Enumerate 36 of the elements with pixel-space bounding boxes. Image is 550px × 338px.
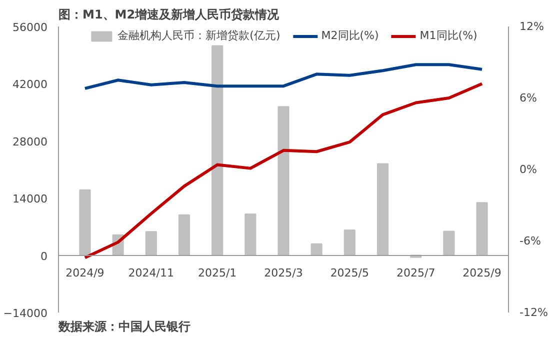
y2-tick-label: 6% bbox=[520, 92, 537, 104]
x-tick-label: 2025/3 bbox=[264, 266, 303, 280]
y-tick-label: 14000 bbox=[12, 192, 48, 206]
chart-title: 图：M1、M2增速及新增人民币贷款情况 bbox=[58, 8, 280, 22]
x-tick-label: 2025/9 bbox=[462, 266, 502, 280]
x-tick-label: 2025/1 bbox=[198, 266, 237, 280]
y2-tick-label: -12% bbox=[520, 306, 548, 319]
source-note: 数据来源：中国人民银行 bbox=[58, 320, 190, 334]
y-tick-label: 56000 bbox=[12, 21, 48, 34]
y-tick-label: −14000 bbox=[3, 307, 48, 320]
y2-tick-label: 0% bbox=[520, 163, 537, 176]
line-series bbox=[83, 82, 484, 260]
x-tick-label: 2024/11 bbox=[128, 266, 174, 280]
bar bbox=[212, 45, 224, 256]
legend-label: 金融机构人民币：新增贷款(亿元) bbox=[118, 28, 280, 43]
bar bbox=[344, 229, 356, 256]
y2-tick-label: -6% bbox=[520, 234, 541, 248]
bar bbox=[145, 231, 157, 256]
bar bbox=[178, 214, 190, 256]
legend-label: M1同比(%) bbox=[420, 28, 478, 43]
x-tick-label: 2024/9 bbox=[66, 266, 104, 280]
x-tick-label: 2025/5 bbox=[330, 266, 370, 280]
y2-tick-label: 12% bbox=[520, 20, 544, 33]
bar bbox=[310, 243, 322, 256]
y-tick-label: 0 bbox=[40, 250, 48, 263]
bar bbox=[244, 214, 256, 256]
legend-label: M2同比(%) bbox=[321, 28, 379, 43]
y-tick-label: 42000 bbox=[12, 78, 48, 92]
bar bbox=[443, 230, 455, 256]
bar bbox=[79, 189, 91, 256]
x-tick-label: 2025/7 bbox=[396, 266, 436, 280]
bar bbox=[278, 106, 290, 256]
line-series bbox=[83, 63, 484, 90]
y-tick-label: 28000 bbox=[12, 135, 48, 148]
bar bbox=[476, 202, 488, 256]
bar bbox=[376, 163, 389, 256]
